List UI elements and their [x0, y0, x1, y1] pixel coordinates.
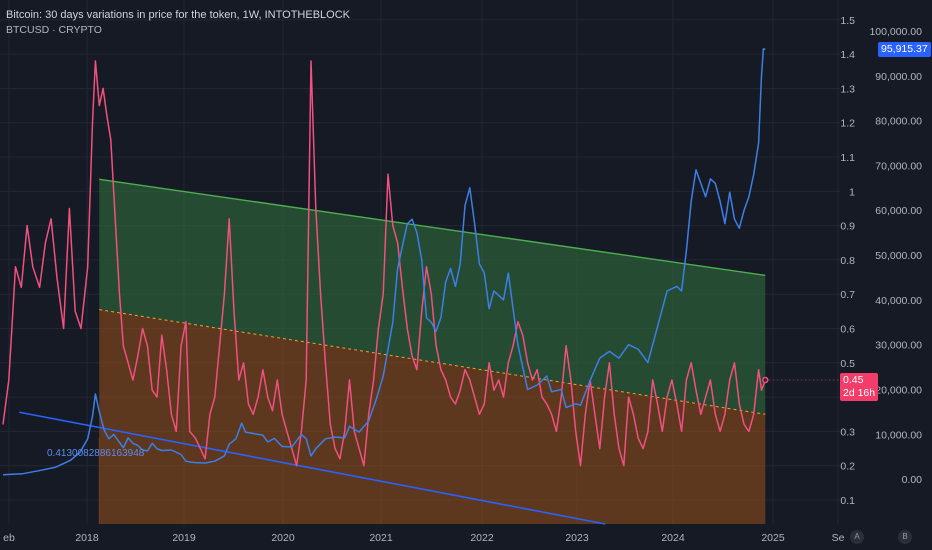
y-left-tick-label: 0.9 — [840, 221, 855, 233]
x-tick-label: 2024 — [661, 532, 685, 544]
y-right-tick-label: 0.00 — [902, 474, 923, 486]
y-left-tick-label: 1.1 — [840, 152, 855, 164]
x-tick-label: 2018 — [75, 532, 99, 544]
legend-title[interactable]: Bitcoin: 30 days variations in price for… — [6, 9, 350, 21]
y-axis-right: 100,000.00 90,000.00 80,000.00 70,000.00 60,… — [869, 26, 922, 486]
chart-legend: Bitcoin: 30 days variations in price for… — [6, 8, 350, 37]
countdown-label: 2d 16h — [843, 386, 876, 399]
y-right-tick-label: 50,000.00 — [875, 250, 922, 262]
channel-lower-fill — [99, 309, 766, 524]
y-right-tick-label: 20,000.00 — [875, 385, 922, 397]
y-left-tick-label: 1.4 — [840, 49, 855, 61]
y-axis-left: 1.51.41.31.21.110.90.80.70.60.50.40.30.2… — [840, 15, 855, 507]
y-right-tick-label: 40,000.00 — [875, 295, 922, 307]
regression-channel — [19, 178, 766, 525]
auto-scale-button[interactable]: A — [850, 530, 864, 544]
price-tag: 95,915.37 — [878, 42, 931, 58]
x-tick-label: 2025 — [761, 532, 785, 544]
y-left-tick-label: 0.6 — [840, 324, 855, 336]
volatility-value: 0.45 — [843, 373, 864, 386]
y-right-tick-label: 30,000.00 — [875, 340, 922, 352]
volatility-tag: 0.45 2d 16h — [840, 372, 879, 401]
x-tick-label: 2019 — [172, 532, 196, 544]
x-tick-label: 2022 — [470, 532, 494, 544]
y-right-tick-label: 80,000.00 — [875, 116, 922, 128]
y-right-tick-label: 90,000.00 — [875, 71, 922, 83]
y-right-tick-label: 10,000.00 — [875, 429, 922, 441]
y-left-tick-label: 1.5 — [840, 15, 855, 27]
x-axis: eb 2018 2019 2020 2021 2022 2023 2024 2025 Se — [3, 532, 844, 544]
y-left-tick-label: 0.1 — [840, 495, 855, 507]
channel-mid-line — [99, 309, 766, 415]
y-right-tick-label: 100,000.00 — [869, 26, 922, 38]
channel-annotation: 0.4130082886163948 — [47, 448, 145, 459]
y-left-tick-label: 1.2 — [840, 118, 855, 130]
x-tick-label: 2021 — [369, 532, 393, 544]
x-tick-label: Se — [832, 532, 845, 544]
y-right-tick-label: 70,000.00 — [875, 160, 922, 172]
y-left-tick-label: 1.3 — [840, 83, 855, 95]
x-tick-label: eb — [3, 532, 15, 544]
x-tick-label: 2023 — [565, 532, 589, 544]
x-tick-label: 2020 — [271, 532, 295, 544]
y-left-tick-label: 0.5 — [840, 358, 855, 370]
volatility-series-line — [2, 60, 767, 467]
log-scale-button[interactable]: B — [898, 530, 912, 544]
y-left-tick-label: 0.2 — [840, 461, 855, 473]
series-lines — [2, 48, 840, 476]
y-left-tick-label: 0.3 — [840, 426, 855, 438]
y-left-tick-label: 1 — [849, 186, 855, 198]
y-left-tick-label: 0.7 — [840, 289, 855, 301]
y-right-tick-label: 60,000.00 — [875, 205, 922, 217]
channel-top-line — [99, 178, 766, 277]
channel-bottom-line — [19, 411, 606, 525]
y-left-tick-label: 0.8 — [840, 255, 855, 267]
price-series-line — [2, 48, 766, 476]
legend-symbol[interactable]: BTCUSD · CRYPTO — [6, 24, 102, 36]
